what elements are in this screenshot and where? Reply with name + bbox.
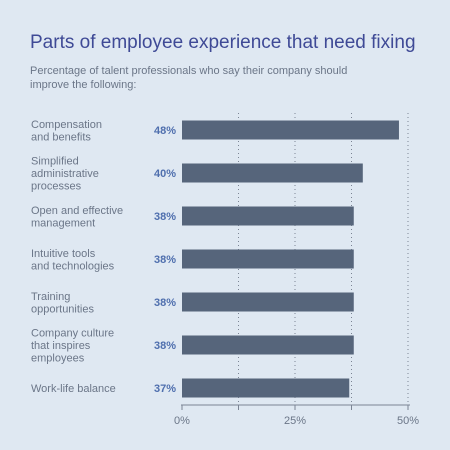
x-axis: 0% 25% 50% [174,404,419,427]
category-label: Intuitive tools and technologies [31,248,115,273]
value-label: 40% [154,168,176,180]
bar [182,163,363,183]
category-label: Work-life balance [31,383,116,395]
category-label: Company culture that inspires employees [31,328,114,365]
x-tick-label: 25% [284,415,306,427]
label-layer: 48% Compensation and benefits 40% Simplified… [31,119,176,395]
bar [182,335,354,355]
category-label: Simplified administrative processes [31,156,99,193]
chart-title: Parts of employee experience that need f… [30,32,416,53]
value-label: 38% [154,254,176,266]
value-label: 38% [154,340,176,352]
bar [182,378,350,398]
value-label: 37% [154,383,176,395]
value-label: 38% [154,211,176,223]
chart-subtitle: Percentage of talent professionals who s… [30,65,348,91]
category-label: Open and effective management [31,205,123,230]
bar [182,120,399,140]
value-label: 48% [154,125,176,137]
x-tick-label: 0% [174,415,190,427]
bar-layer [182,120,399,398]
value-label: 38% [154,297,176,309]
bar [182,292,354,312]
category-label: Training opportunities [31,291,94,316]
bar [182,249,354,269]
category-label: Compensation and benefits [31,119,102,144]
bar [182,206,354,226]
x-tick-label: 50% [397,415,419,427]
grid-layer [238,113,409,405]
